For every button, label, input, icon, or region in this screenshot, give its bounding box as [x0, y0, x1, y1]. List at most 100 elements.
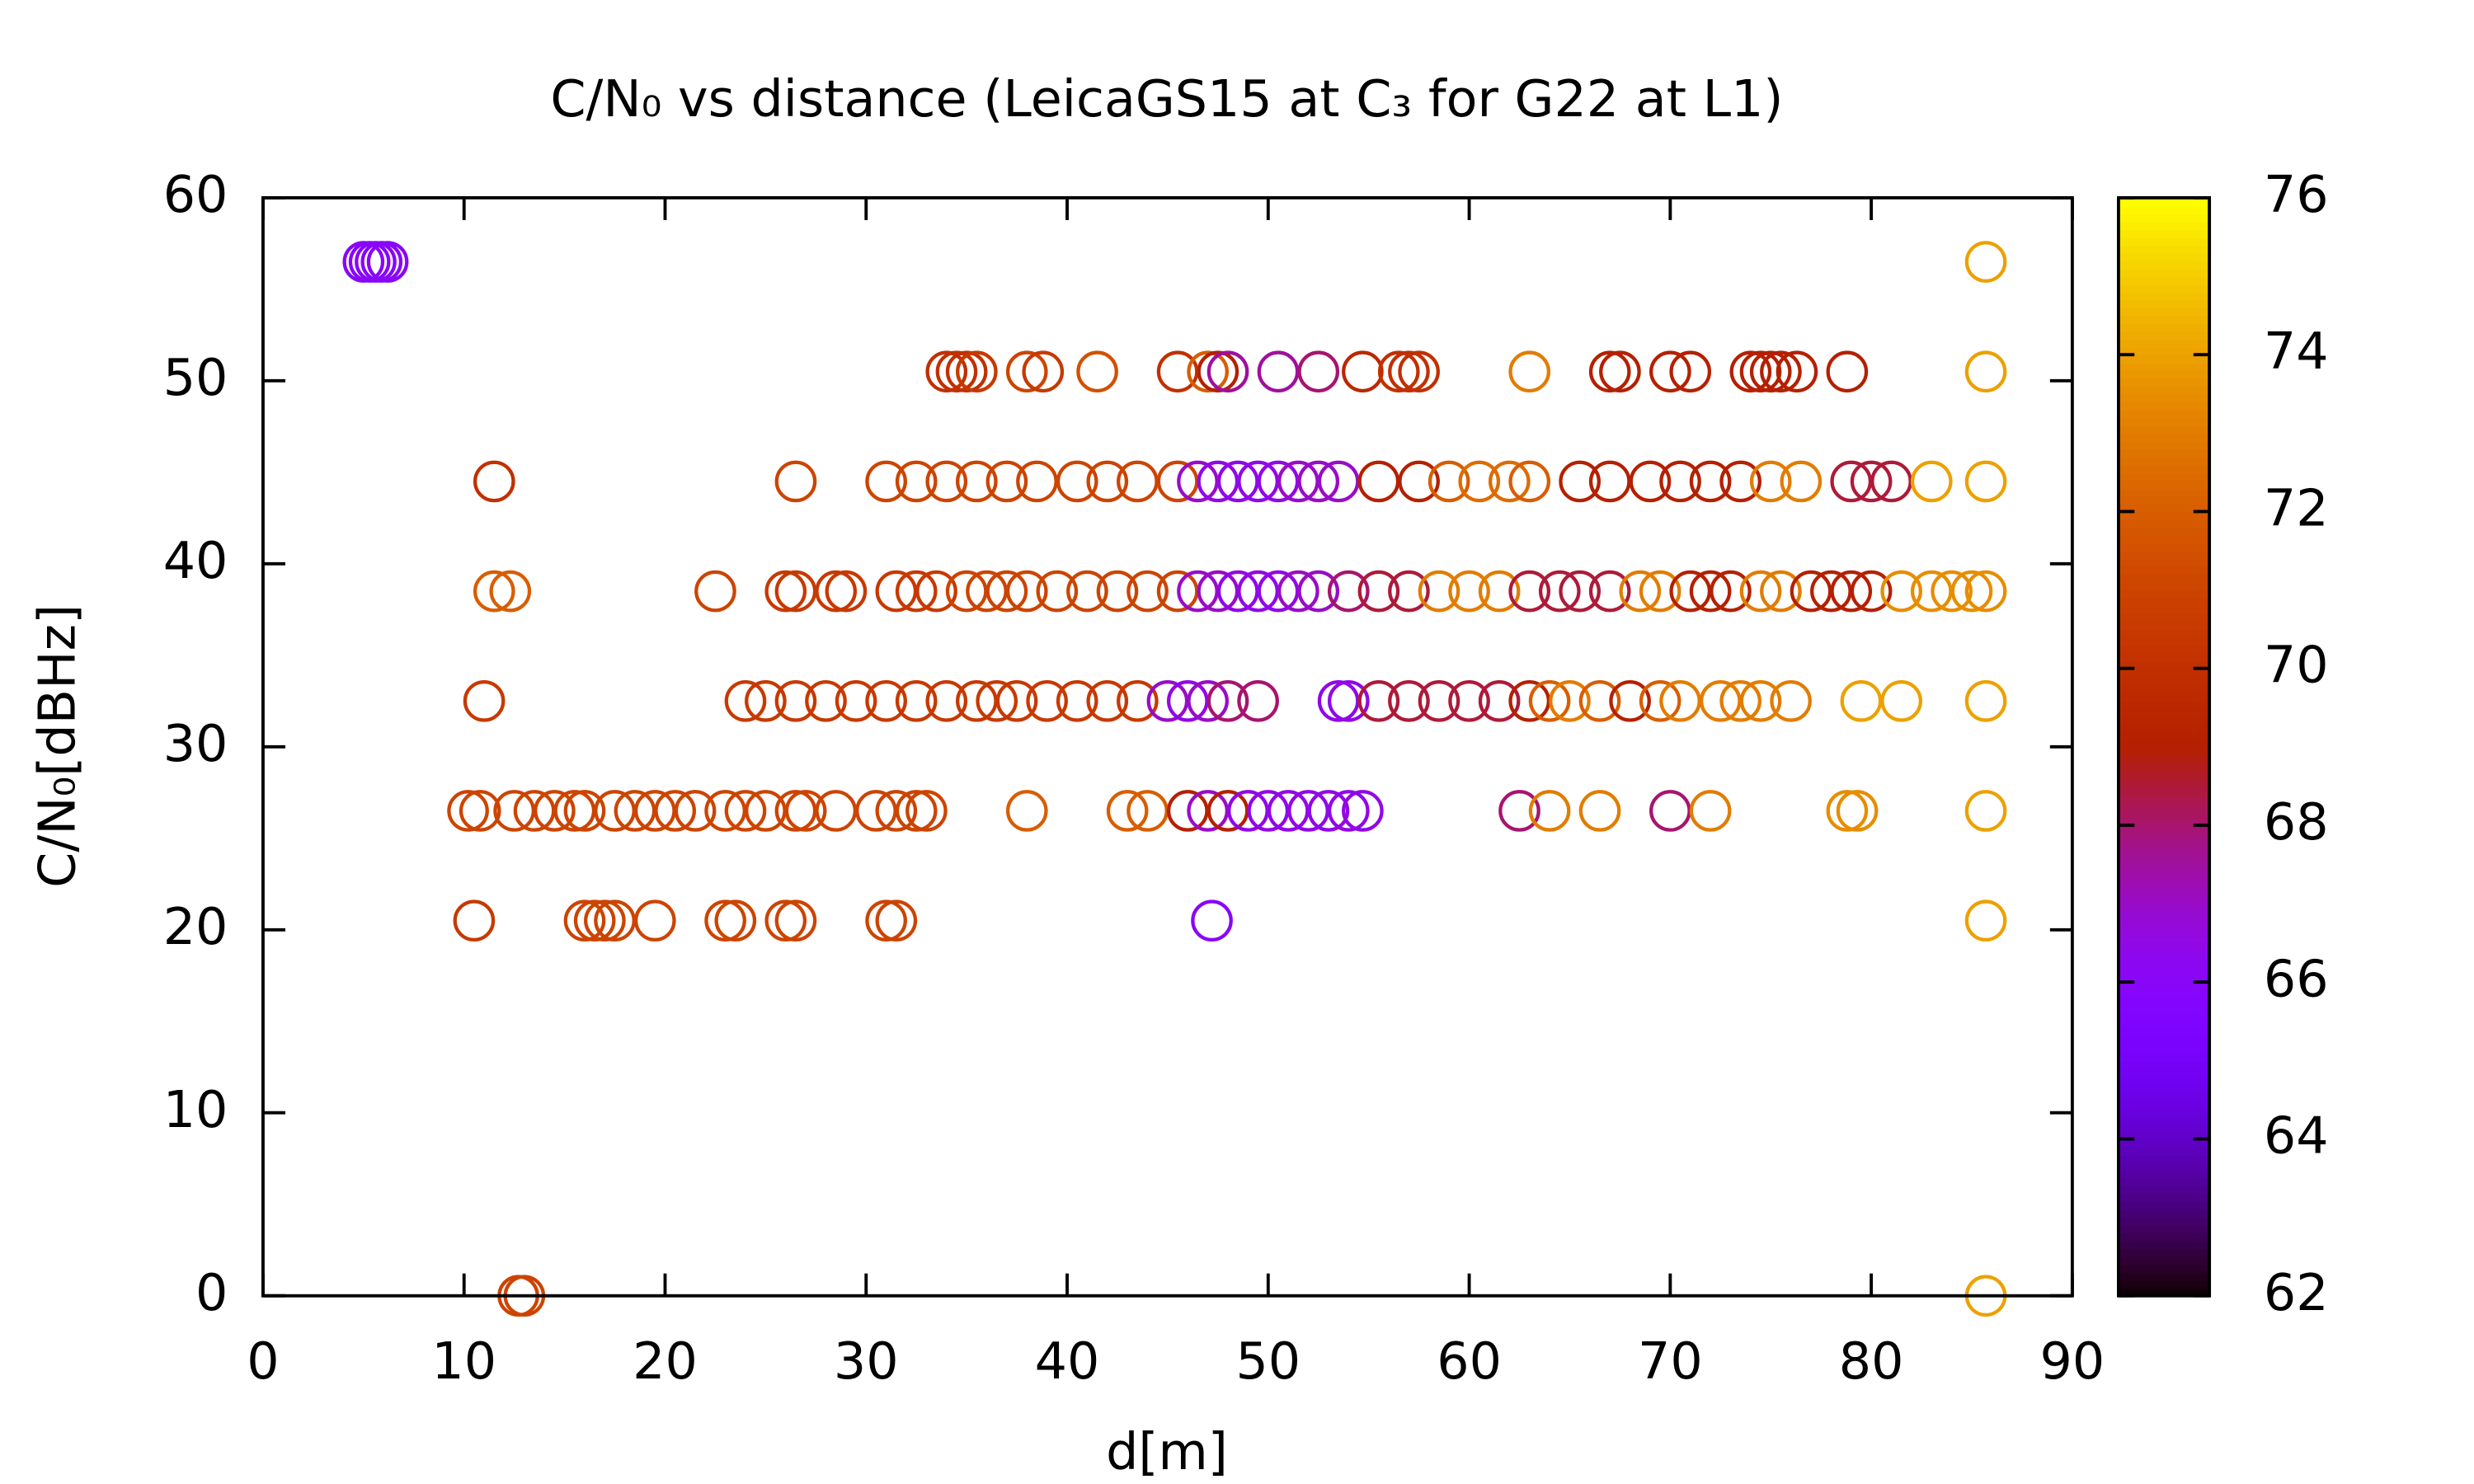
colorbar-strip: [2118, 237, 2210, 247]
data-point: [1659, 460, 1701, 503]
data-point: [1076, 350, 1118, 393]
colorbar-strip: [2118, 911, 2210, 921]
colorbar-strip: [2118, 1248, 2210, 1258]
colorbar-strip: [2118, 260, 2210, 270]
x-tick-label: 80: [1839, 1331, 1904, 1391]
data-point: [1342, 350, 1384, 393]
data-point: [1287, 790, 1329, 832]
colorbar-strip: [2118, 660, 2210, 669]
colorbar-strip: [2118, 723, 2210, 732]
colorbar-strip: [2118, 730, 2210, 740]
colorbar-strip: [2118, 1021, 2210, 1031]
colorbar-strip: [2118, 1225, 2210, 1234]
colorbar-strip: [2118, 534, 2210, 544]
data-point: [1327, 679, 1370, 722]
colorbar-strip: [2118, 284, 2210, 294]
colorbar-strip: [2118, 621, 2210, 631]
colorbar-strip: [2118, 777, 2210, 787]
data-point: [1830, 570, 1873, 613]
data-point: [1739, 570, 1782, 613]
data-point: [1197, 350, 1239, 393]
colorbar-strip: [2118, 1272, 2210, 1281]
data-point: [895, 790, 938, 832]
data-point: [1619, 570, 1662, 613]
data-point: [1599, 350, 1641, 393]
data-point: [1191, 899, 1233, 942]
data-point: [825, 570, 868, 613]
colorbar-strip: [2118, 221, 2210, 231]
colorbar-tick-label: 68: [2264, 792, 2329, 852]
data-point: [815, 570, 858, 613]
data-point: [1327, 570, 1370, 613]
data-point: [985, 570, 1028, 613]
data-point: [1297, 460, 1340, 503]
data-point: [463, 679, 506, 722]
data-point: [915, 570, 957, 613]
data-point: [1117, 679, 1159, 722]
data-point: [1106, 790, 1149, 832]
data-point: [1719, 460, 1761, 503]
colorbar-strip: [2118, 244, 2210, 254]
data-point: [1578, 679, 1621, 722]
data-point: [1588, 460, 1631, 503]
y-tick-label: 60: [163, 165, 228, 224]
data-point: [1227, 790, 1269, 832]
data-point: [473, 570, 515, 613]
colorbar-strip: [2118, 433, 2210, 442]
data-point: [1247, 790, 1290, 832]
data-point: [489, 570, 532, 613]
data-point: [1388, 350, 1430, 393]
data-point: [459, 790, 501, 832]
data-point: [1427, 460, 1470, 503]
colorbar-strip: [2118, 425, 2210, 434]
colorbar-strip: [2118, 1256, 2210, 1266]
data-point: [1508, 570, 1551, 613]
data-point: [1609, 679, 1651, 722]
data-point: [1187, 790, 1229, 832]
x-tick-label: 20: [633, 1331, 698, 1391]
data-point: [1840, 679, 1883, 722]
data-point: [1267, 790, 1310, 832]
data-point: [774, 570, 817, 613]
data-point: [563, 899, 606, 942]
data-point: [1639, 679, 1681, 722]
data-point: [745, 790, 787, 832]
colorbar-strip: [2118, 605, 2210, 615]
data-point: [1749, 460, 1792, 503]
data-point: [1177, 460, 1219, 503]
data-point: [1931, 570, 1973, 613]
data-point: [1036, 570, 1079, 613]
colorbar-strip: [2118, 1013, 2210, 1022]
data-point: [1327, 790, 1370, 832]
colorbar-strip: [2118, 762, 2210, 772]
colorbar-strip: [2118, 315, 2210, 325]
colorbar-strip: [2118, 495, 2210, 505]
data-point: [453, 899, 496, 942]
colorbar-strip: [2118, 472, 2210, 481]
data-point: [1836, 790, 1879, 832]
data-point: [1528, 790, 1571, 832]
colorbar-strip: [2118, 402, 2210, 411]
data-point: [774, 899, 817, 942]
data-point: [1776, 350, 1818, 393]
colorbar-strip: [2118, 880, 2210, 890]
data-point: [865, 679, 907, 722]
data-point: [956, 460, 998, 503]
colorbar-strip: [2118, 589, 2210, 599]
data-point: [1126, 790, 1169, 832]
data-point: [1197, 570, 1239, 613]
colorbar-strip: [2118, 966, 2210, 975]
colorbar-strip: [2118, 1068, 2210, 1078]
colorbar-strip: [2118, 480, 2210, 490]
colorbar-strip: [2118, 393, 2210, 403]
colorbar-strip: [2118, 904, 2210, 913]
colorbar-strip: [2118, 1154, 2210, 1164]
colorbar-strip: [2118, 355, 2210, 364]
data-point: [1669, 570, 1712, 613]
colorbar-strip: [2118, 197, 2210, 207]
data-point: [1964, 350, 2007, 393]
data-point: [1216, 460, 1259, 503]
data-point: [1770, 679, 1812, 722]
colorbar-strip: [2118, 1099, 2210, 1109]
data-point: [1729, 350, 1772, 393]
